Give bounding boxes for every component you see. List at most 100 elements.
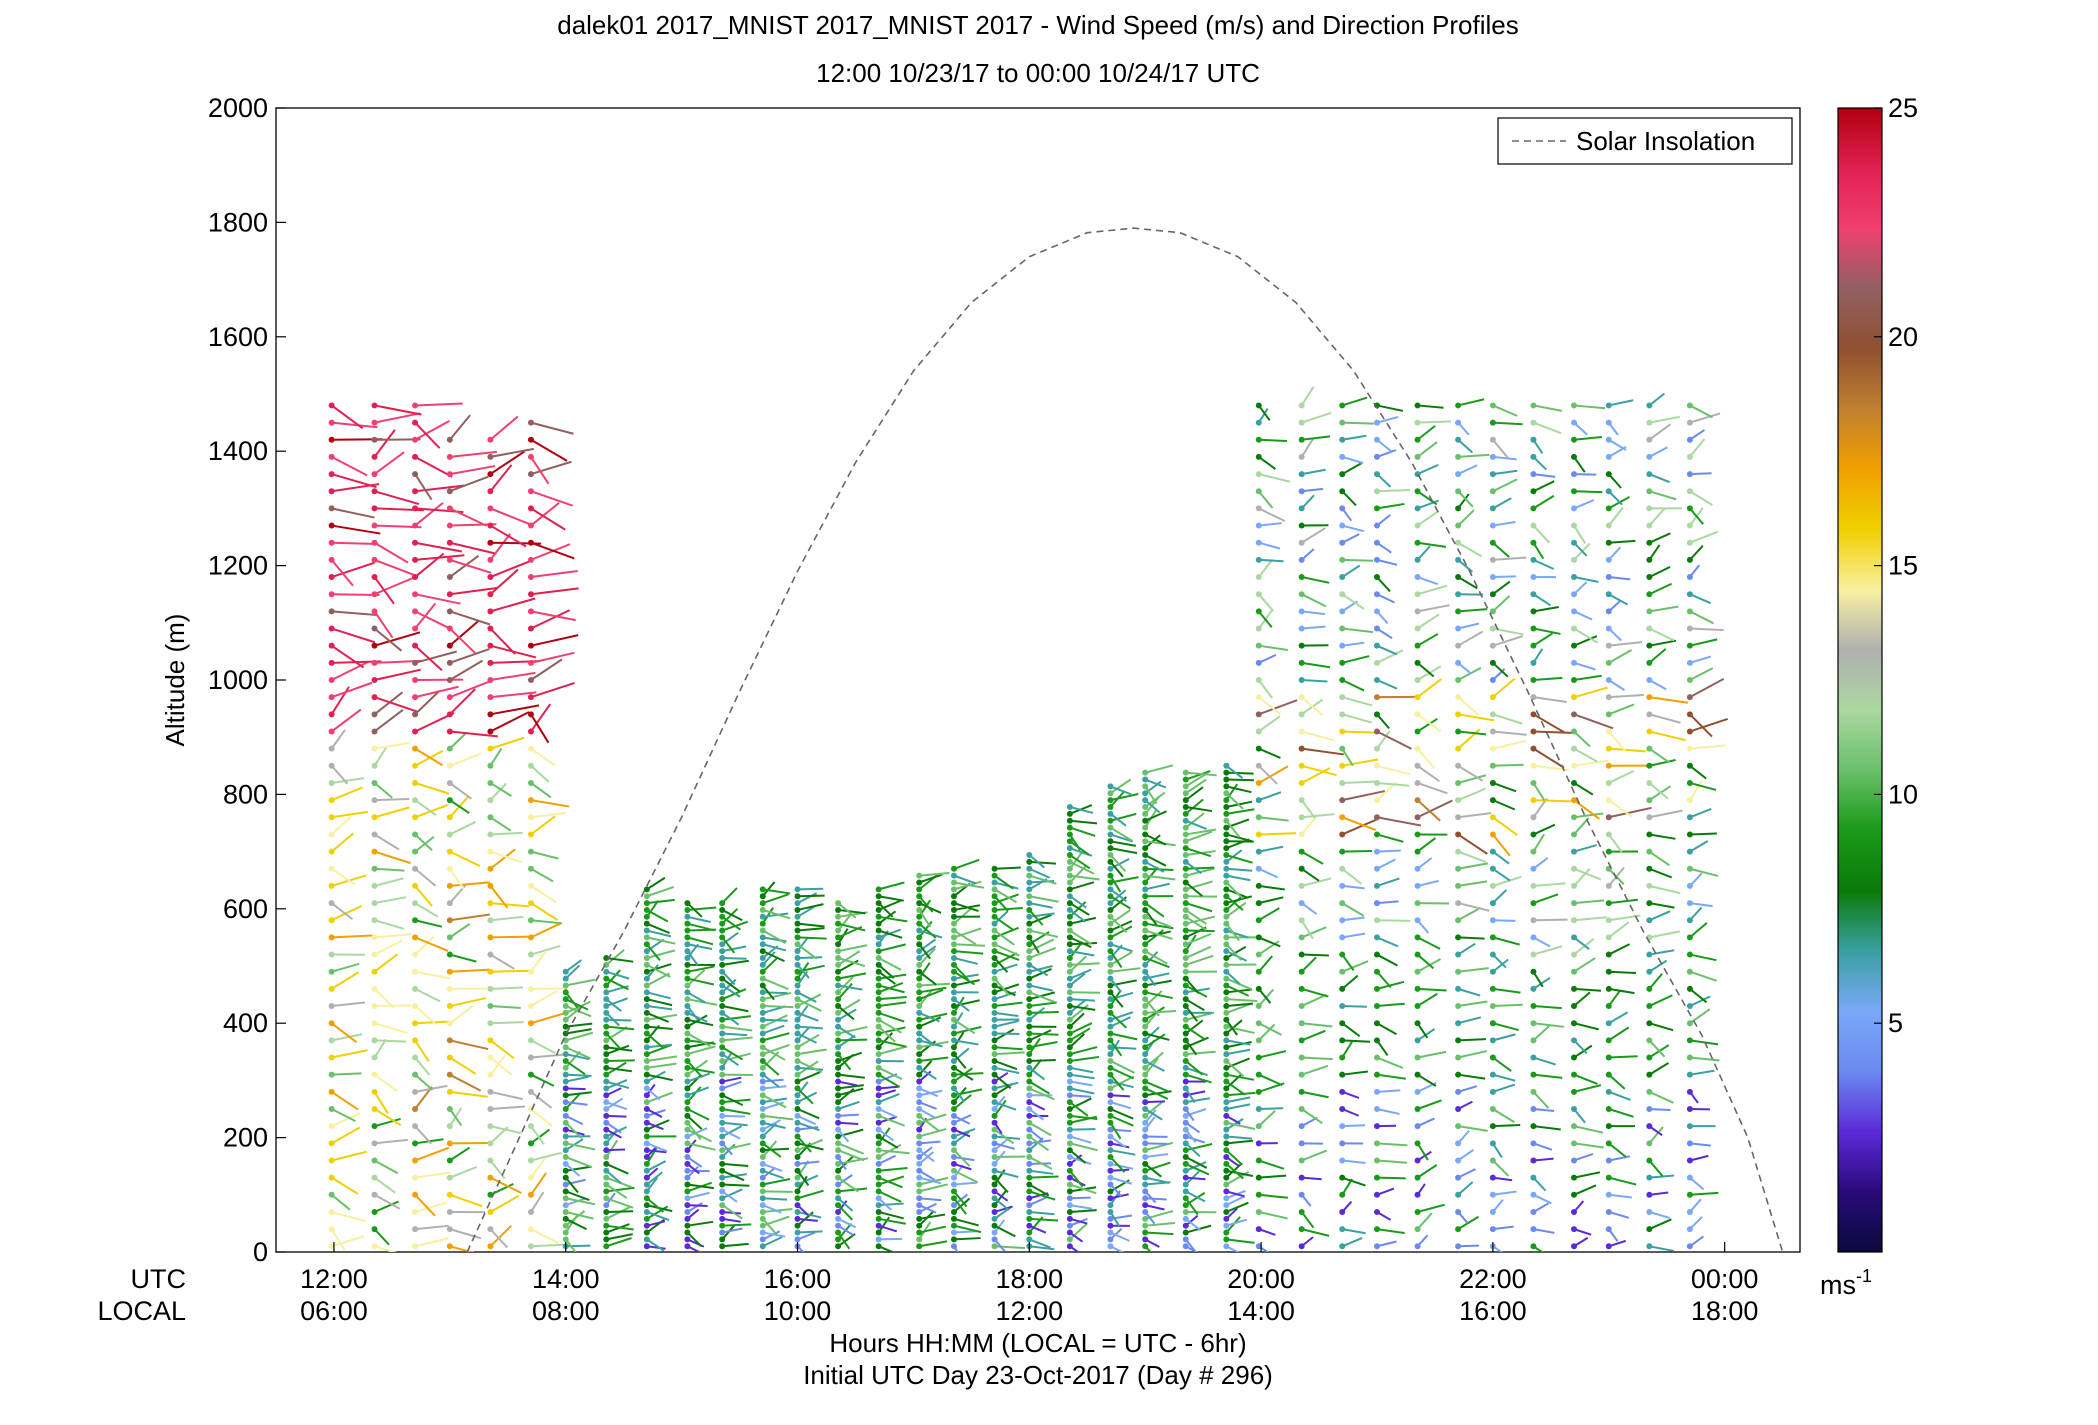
wind-barb-dot bbox=[446, 711, 453, 718]
wind-barb-dot bbox=[991, 1099, 998, 1106]
wind-barb bbox=[646, 1013, 678, 1021]
wind-barb-dot bbox=[603, 1003, 610, 1010]
wind-barb-dot bbox=[794, 1174, 801, 1181]
wind-barb bbox=[1301, 1108, 1323, 1124]
wind-barb bbox=[1416, 837, 1437, 853]
wind-barb-dot bbox=[1339, 1243, 1346, 1250]
wind-barb-dot bbox=[991, 1208, 998, 1215]
wind-barb-dot bbox=[1373, 591, 1380, 598]
wind-barb-dot bbox=[412, 1208, 419, 1215]
wind-barb-dot bbox=[1142, 1112, 1149, 1119]
wind-barb-dot bbox=[1223, 858, 1230, 865]
wind-profile-column bbox=[1026, 852, 1059, 1251]
wind-barb bbox=[414, 1039, 430, 1062]
wind-barb-dot bbox=[875, 1030, 882, 1037]
wind-barb-dot bbox=[328, 917, 335, 924]
wind-barb-dot bbox=[487, 1106, 494, 1112]
wind-barb-dot bbox=[371, 1123, 378, 1130]
wind-barb bbox=[449, 465, 496, 476]
wind-barb-dot bbox=[950, 906, 957, 913]
wind-barb-dot bbox=[412, 505, 419, 512]
wind-barb-dot bbox=[759, 1057, 766, 1064]
wind-barb-dot bbox=[1255, 831, 1262, 838]
wind-barb-dot bbox=[1066, 1133, 1073, 1140]
x-tick-label-local: 18:00 bbox=[1691, 1296, 1759, 1326]
wind-barb-dot bbox=[562, 1174, 569, 1181]
wind-barb-dot bbox=[603, 1160, 610, 1167]
wind-barb-dot bbox=[1142, 769, 1149, 776]
wind-barb bbox=[331, 905, 362, 922]
wind-barb-dot bbox=[643, 1236, 650, 1243]
wind-barb-dot bbox=[759, 1208, 766, 1215]
wind-barb bbox=[918, 1101, 937, 1110]
wind-barb-dot bbox=[1571, 745, 1578, 752]
wind-barb bbox=[1533, 676, 1563, 681]
wind-barb bbox=[1144, 1087, 1169, 1100]
wind-barb-dot bbox=[1223, 1133, 1230, 1140]
wind-barb bbox=[721, 1053, 740, 1066]
wind-barb-dot bbox=[684, 1044, 691, 1051]
wind-barb bbox=[993, 1099, 1007, 1117]
wind-barb-dot bbox=[835, 927, 842, 934]
wind-barb-dot bbox=[1339, 522, 1346, 529]
wind-barb-dot bbox=[1298, 608, 1305, 615]
wind-barb-dot bbox=[1373, 882, 1380, 889]
wind-barb bbox=[1301, 576, 1330, 584]
wind-barb bbox=[1648, 392, 1665, 407]
wind-barb-dot bbox=[643, 1195, 650, 1202]
wind-barb bbox=[374, 798, 410, 802]
wind-barb bbox=[373, 451, 405, 475]
wind-barb-dot bbox=[446, 968, 453, 975]
wind-barb bbox=[1492, 1108, 1515, 1124]
wind-barb bbox=[1608, 1142, 1627, 1158]
wind-barb-dot bbox=[643, 1215, 650, 1222]
wind-barb bbox=[1492, 635, 1523, 647]
wind-barb bbox=[490, 831, 523, 836]
wind-barb bbox=[1532, 494, 1555, 510]
wind-barb-dot bbox=[835, 1044, 842, 1051]
wind-barb bbox=[722, 1121, 748, 1127]
wind-barb-dot bbox=[527, 711, 534, 718]
wind-barb-dot bbox=[1182, 1222, 1189, 1229]
wind-barb-dot bbox=[603, 1202, 610, 1209]
wind-barb bbox=[1341, 974, 1359, 990]
wind-barb-dot bbox=[916, 1023, 923, 1030]
wind-barb-dot bbox=[991, 1044, 998, 1051]
wind-barb bbox=[1649, 1245, 1675, 1252]
wind-barb-dot bbox=[1142, 1085, 1149, 1092]
wind-barb bbox=[489, 533, 511, 561]
wind-barb-dot bbox=[446, 694, 453, 701]
wind-barb-dot bbox=[1142, 1016, 1149, 1023]
wind-barb bbox=[1109, 854, 1127, 872]
wind-barb bbox=[1029, 984, 1053, 992]
wind-barb-dot bbox=[487, 762, 494, 769]
wind-barb bbox=[1341, 455, 1364, 464]
wind-barb-dot bbox=[1223, 810, 1230, 817]
wind-barb-dot bbox=[759, 1126, 766, 1133]
wind-barb bbox=[1492, 580, 1511, 596]
wind-barb-dot bbox=[794, 1195, 801, 1202]
wind-barb-dot bbox=[1339, 1123, 1346, 1130]
wind-barb-dot bbox=[1414, 1243, 1421, 1250]
wind-barb-dot bbox=[1686, 882, 1693, 889]
wind-barb-dot bbox=[1107, 1147, 1114, 1154]
wind-barb-dot bbox=[446, 453, 453, 460]
wind-barb-dot bbox=[643, 927, 650, 934]
wind-barb-dot bbox=[1455, 1191, 1462, 1198]
wind-barb bbox=[1573, 576, 1599, 583]
wind-barb-dot bbox=[527, 677, 534, 683]
wind-barb bbox=[1457, 833, 1488, 855]
wind-barb-dot bbox=[1026, 1188, 1033, 1195]
wind-barb-dot bbox=[643, 1167, 650, 1174]
wind-barb bbox=[1417, 1073, 1437, 1087]
wind-barb-dot bbox=[1373, 659, 1380, 666]
wind-barb-dot bbox=[1107, 1016, 1114, 1023]
wind-barb bbox=[722, 1183, 750, 1187]
wind-barb bbox=[1110, 1231, 1130, 1242]
wind-barb bbox=[993, 977, 1010, 996]
wind-barb-dot bbox=[1646, 745, 1653, 752]
wind-barb-dot bbox=[916, 975, 923, 982]
wind-barb-dot bbox=[1571, 402, 1578, 409]
wind-barb-dot bbox=[1489, 677, 1496, 683]
wind-barb-dot bbox=[328, 762, 335, 769]
